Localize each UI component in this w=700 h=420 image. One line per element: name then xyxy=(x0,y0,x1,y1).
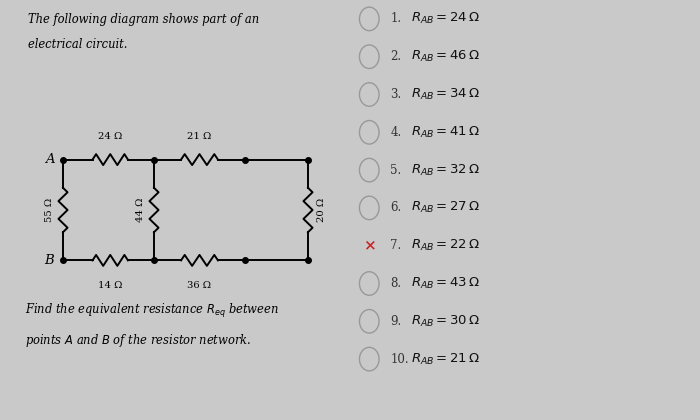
Text: B: B xyxy=(45,254,55,267)
Text: points $A$ and $B$ of the resistor network.: points $A$ and $B$ of the resistor netwo… xyxy=(25,332,251,349)
Text: 55 Ω: 55 Ω xyxy=(46,198,54,222)
Text: $R_{AB} = 27\,\Omega$: $R_{AB} = 27\,\Omega$ xyxy=(412,200,480,215)
Text: $R_{AB} = 46\,\Omega$: $R_{AB} = 46\,\Omega$ xyxy=(412,49,480,64)
Text: 10.: 10. xyxy=(391,353,409,365)
Text: 7.: 7. xyxy=(391,239,402,252)
Text: 24 Ω: 24 Ω xyxy=(98,132,122,141)
Text: $R_{AB} = 22\,\Omega$: $R_{AB} = 22\,\Omega$ xyxy=(412,238,480,253)
Text: 6.: 6. xyxy=(391,202,402,214)
Text: electrical circuit.: electrical circuit. xyxy=(28,38,127,51)
Text: 14 Ω: 14 Ω xyxy=(98,281,122,290)
Text: The following diagram shows part of an: The following diagram shows part of an xyxy=(28,13,259,26)
Text: Find the equivalent resistance $R_{eq}$ between: Find the equivalent resistance $R_{eq}$ … xyxy=(25,302,279,320)
Text: 1.: 1. xyxy=(391,13,401,25)
Text: $R_{AB} = 43\,\Omega$: $R_{AB} = 43\,\Omega$ xyxy=(412,276,480,291)
Text: $R_{AB} = 34\,\Omega$: $R_{AB} = 34\,\Omega$ xyxy=(412,87,480,102)
Text: $R_{AB} = 24\,\Omega$: $R_{AB} = 24\,\Omega$ xyxy=(412,11,480,26)
Text: A: A xyxy=(45,153,55,166)
Text: 2.: 2. xyxy=(391,50,401,63)
Text: ×: × xyxy=(363,239,376,253)
Text: $R_{AB} = 21\,\Omega$: $R_{AB} = 21\,\Omega$ xyxy=(412,352,480,367)
Text: $R_{AB} = 41\,\Omega$: $R_{AB} = 41\,\Omega$ xyxy=(412,125,480,140)
Text: 36 Ω: 36 Ω xyxy=(188,281,211,290)
Text: 21 Ω: 21 Ω xyxy=(188,132,211,141)
Text: 5.: 5. xyxy=(391,164,402,176)
Text: 9.: 9. xyxy=(391,315,402,328)
Text: 4.: 4. xyxy=(391,126,402,139)
Text: $R_{AB} = 32\,\Omega$: $R_{AB} = 32\,\Omega$ xyxy=(412,163,480,178)
Text: $R_{AB} = 30\,\Omega$: $R_{AB} = 30\,\Omega$ xyxy=(412,314,480,329)
Text: 3.: 3. xyxy=(391,88,402,101)
Text: 20 Ω: 20 Ω xyxy=(317,198,326,222)
Text: 44 Ω: 44 Ω xyxy=(136,198,145,222)
Text: 8.: 8. xyxy=(391,277,401,290)
